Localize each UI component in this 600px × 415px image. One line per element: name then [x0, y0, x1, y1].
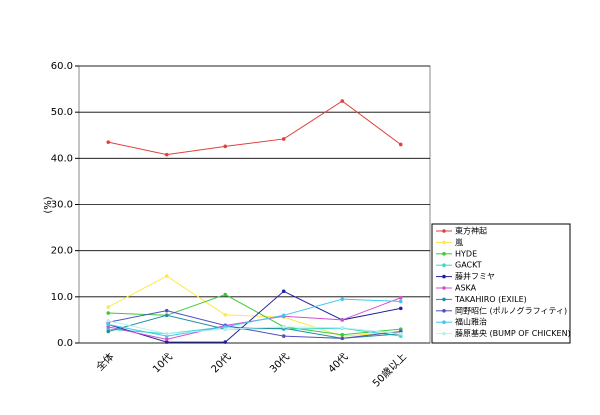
data-point	[106, 140, 111, 144]
legend-marker	[442, 252, 446, 256]
legend-marker	[442, 297, 446, 302]
legend-label: TAKAHIRO (EXILE)	[454, 295, 527, 304]
x-tick-label: 20代	[209, 351, 234, 376]
data-point	[398, 142, 403, 147]
data-point	[164, 340, 169, 344]
series-line	[108, 293, 401, 336]
data-point	[106, 311, 111, 315]
legend-box	[431, 223, 571, 344]
y-tick-label: 10.0	[51, 292, 73, 303]
data-point	[164, 274, 169, 278]
legend-marker	[442, 240, 446, 245]
legend-marker	[442, 229, 446, 233]
data-point	[398, 306, 403, 311]
data-point	[340, 332, 345, 337]
series-line	[108, 290, 401, 343]
legend-label: HYDE	[455, 249, 477, 258]
x-tick-label: 全体	[93, 350, 116, 373]
legend-item: TAKAHIRO (EXILE)	[436, 295, 527, 304]
data-point	[281, 313, 286, 318]
x-tick-label: 30代	[267, 351, 292, 376]
data-point	[340, 325, 345, 330]
x-tick-label: 50歳以上	[370, 351, 409, 390]
y-axis-label: (%)	[43, 196, 54, 213]
data-point	[106, 329, 111, 334]
data-point	[281, 137, 286, 141]
data-point	[106, 305, 111, 309]
data-point	[164, 313, 169, 318]
legend-item: 福山雅治	[436, 317, 487, 327]
data-point	[398, 331, 403, 336]
data-point	[164, 331, 169, 336]
y-tick-label: 0.0	[57, 338, 73, 349]
data-point	[398, 299, 403, 304]
data-point	[340, 336, 345, 341]
data-point	[281, 334, 286, 338]
legend-item: 嵐	[436, 238, 463, 247]
legend-item: GACKT	[436, 261, 482, 270]
data-point	[223, 340, 228, 344]
legend-marker	[442, 331, 446, 336]
data-point	[223, 144, 228, 149]
legend-label: ASKA	[455, 284, 477, 293]
legend-item: 藤井フミヤ	[436, 271, 495, 281]
series-line	[108, 298, 401, 337]
legend-item: 藤原基央 (BUMP OF CHICKEN)	[436, 328, 571, 338]
series-line	[108, 320, 401, 335]
series-line	[108, 275, 401, 337]
legend-label: 岡野昭仁 (ポルノグラフィティ)	[455, 305, 567, 315]
data-point	[106, 319, 111, 323]
x-tick-label: 40代	[326, 351, 351, 376]
series-line	[108, 310, 401, 339]
data-point	[164, 337, 169, 342]
legend-item: ASKA	[436, 284, 477, 293]
legend-marker	[442, 263, 446, 268]
legend-label: 藤原基央 (BUMP OF CHICKEN)	[455, 328, 571, 338]
data-point	[340, 318, 345, 322]
legend-label: GACKT	[455, 261, 482, 270]
data-point	[340, 99, 345, 103]
data-point	[281, 325, 286, 329]
legend-label: 東方神起	[455, 226, 487, 236]
data-point	[398, 295, 403, 300]
legend-label: 藤井フミヤ	[455, 271, 495, 281]
y-tick-label: 20.0	[51, 246, 73, 257]
y-tick-label: 60.0	[51, 61, 73, 72]
data-point	[164, 152, 169, 157]
legend-marker	[442, 274, 446, 279]
series-line	[108, 100, 402, 156]
legend-item: 東方神起	[436, 226, 487, 236]
y-tick-label: 40.0	[51, 153, 73, 164]
legend-item: 岡野昭仁 (ポルノグラフィティ)	[436, 305, 567, 315]
data-point	[164, 308, 169, 313]
x-tick-label: 10代	[150, 351, 175, 376]
legend-marker	[442, 309, 446, 313]
data-point	[223, 327, 228, 331]
legend-item: HYDE	[436, 249, 477, 258]
data-point	[281, 289, 286, 294]
legend-marker	[442, 286, 446, 290]
legend-label: 嵐	[455, 238, 463, 247]
legend-marker	[442, 320, 446, 325]
data-point	[340, 297, 345, 301]
data-point	[223, 313, 228, 317]
legend-label: 福山雅治	[455, 317, 487, 327]
data-point	[223, 292, 228, 297]
y-tick-label: 50.0	[51, 107, 73, 118]
y-tick-label: 30.0	[51, 200, 73, 211]
data-point	[106, 322, 111, 327]
